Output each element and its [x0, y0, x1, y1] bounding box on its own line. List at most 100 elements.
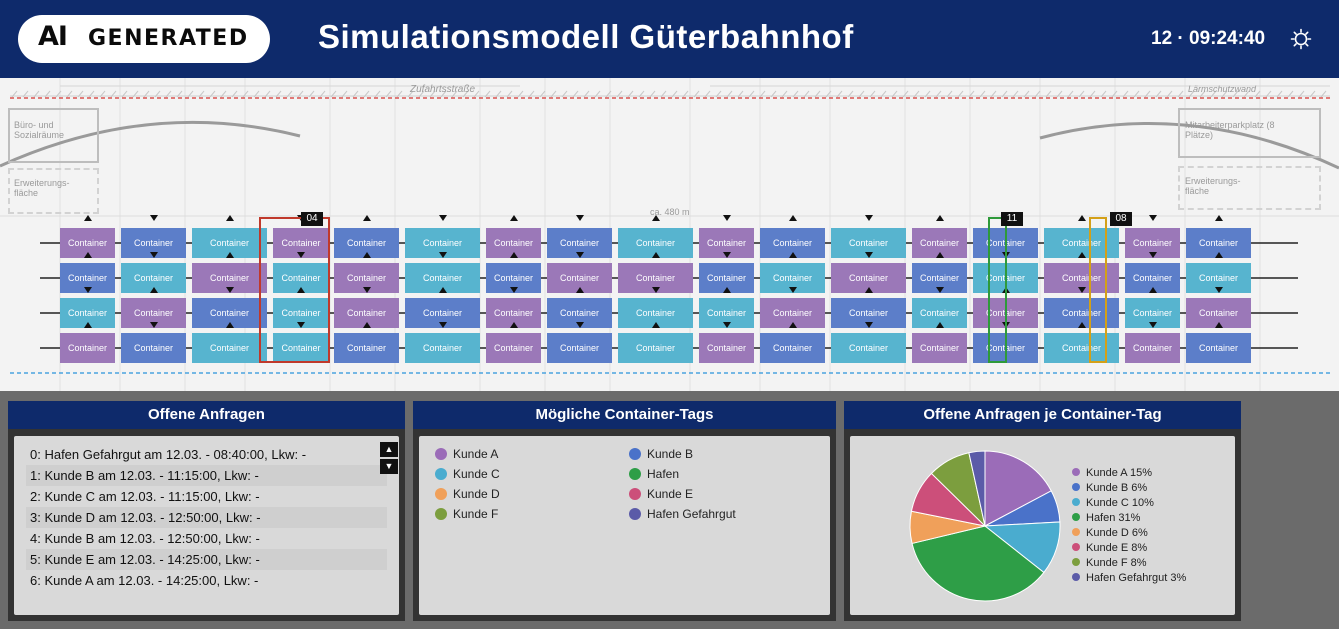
arrow-up-icon: [362, 322, 371, 328]
container[interactable]: Container: [618, 333, 693, 363]
tag-label: Hafen Gefahrgut: [647, 507, 736, 521]
arrow-down-icon: [362, 287, 371, 293]
parking-expansion-label: Erweiterungs-fläche: [1185, 176, 1241, 196]
tags-list: Kunde A Kunde B Kunde C Hafen Kunde D Kunde E…: [419, 436, 830, 615]
arrow-up-icon: [788, 215, 797, 221]
arrow-up-icon: [651, 252, 660, 258]
list-item[interactable]: 1: Kunde B am 12.03. - 11:15:00, Lkw: -: [26, 465, 387, 486]
container[interactable]: Container: [334, 333, 399, 363]
arrow-down-icon: [651, 287, 660, 293]
container[interactable]: Container: [831, 228, 906, 258]
arrow-up-icon: [362, 252, 371, 258]
pie-slice[interactable]: [984, 450, 1052, 527]
office-expansion-area: Erweiterungs-fläche: [8, 168, 99, 214]
container[interactable]: Container: [334, 228, 399, 258]
container[interactable]: Container: [405, 333, 480, 363]
arrow-up-icon: [149, 287, 158, 293]
pie-panel: Offene Anfragen je Container-Tag Kunde A…: [844, 401, 1241, 621]
logo: AI GENERATED: [18, 15, 270, 63]
container[interactable]: Container: [699, 333, 754, 363]
requests-title: Offene Anfragen: [8, 401, 405, 429]
legend-label: Kunde F 8%: [1086, 557, 1147, 569]
list-item[interactable]: 0: Hafen Gefahrgut am 12.03. - 08:40:00,…: [30, 447, 307, 462]
list-item[interactable]: 5: Kunde E am 12.03. - 14:25:00, Lkw: -: [26, 549, 387, 570]
pie-slice[interactable]: [968, 450, 986, 527]
arrow-down-icon: [1148, 215, 1157, 221]
list-item[interactable]: 4: Kunde B am 12.03. - 12:50:00, Lkw: -: [30, 531, 260, 546]
parking-label: Mitarbeiterparkplatz (8 Plätze): [1185, 120, 1275, 140]
arrow-down-icon: [575, 215, 584, 221]
list-item[interactable]: 3: Kunde D am 12.03. - 12:50:00, Lkw: -: [26, 507, 387, 528]
legend-color-dot: [1072, 468, 1080, 476]
scroll-down-button[interactable]: ▼: [380, 459, 398, 474]
tags-panel: Mögliche Container-Tags Kunde A Kunde B Ku…: [413, 401, 836, 621]
parking-expansion-area: Erweiterungs-fläche: [1178, 166, 1321, 210]
pie-slice[interactable]: [911, 525, 1045, 602]
container[interactable]: Container: [192, 263, 267, 293]
legend-label: Hafen Gefahrgut 3%: [1086, 572, 1187, 584]
container[interactable]: Container: [121, 333, 186, 363]
arrow-down-icon: [788, 287, 797, 293]
arrow-up-icon: [935, 252, 944, 258]
container[interactable]: Container: [60, 333, 115, 363]
tag-label: Kunde D: [453, 487, 500, 501]
container[interactable]: Container: [912, 333, 967, 363]
road-label: Zufahrtsstraße: [410, 84, 476, 95]
container[interactable]: Container: [121, 263, 186, 293]
arrow-down-icon: [149, 252, 158, 258]
crane-08[interactable]: [1089, 217, 1107, 363]
container[interactable]: Container: [273, 333, 329, 363]
container[interactable]: Container: [760, 298, 825, 328]
container[interactable]: Container: [1186, 333, 1251, 363]
arrow-up-icon: [1077, 215, 1086, 221]
crane-11-tag: 11: [1001, 212, 1023, 226]
crane-04[interactable]: [259, 217, 330, 363]
container[interactable]: Container: [192, 333, 267, 363]
scroll-up-button[interactable]: ▲: [380, 442, 398, 457]
list-item[interactable]: 2: Kunde C am 12.03. - 11:15:00, Lkw: -: [30, 489, 260, 504]
arrow-down-icon: [935, 287, 944, 293]
tag-label: Kunde C: [453, 467, 500, 481]
requests-panel: Offene Anfragen 0: Hafen Gefahrgut am 12…: [8, 401, 405, 621]
legend-item: Kunde C 10%: [1072, 496, 1154, 511]
legend-item: Hafen 31%: [1072, 511, 1140, 526]
tag-color-dot: [629, 468, 641, 480]
arrow-down-icon: [722, 215, 731, 221]
tag-item: Kunde F: [435, 506, 498, 522]
legend-label: Kunde A 15%: [1086, 467, 1153, 479]
container[interactable]: Container: [1186, 263, 1251, 293]
arrow-up-icon: [651, 322, 660, 328]
list-item[interactable]: 6: Kunde A am 12.03. - 14:25:00, Lkw: -: [30, 573, 259, 588]
simulation-clock: 12 · 09:24:40: [1151, 28, 1266, 49]
container[interactable]: Container: [1044, 333, 1119, 363]
container[interactable]: Container: [1125, 333, 1180, 363]
tags-title: Mögliche Container-Tags: [413, 401, 836, 429]
container[interactable]: Container: [831, 333, 906, 363]
legend-label: Kunde B 6%: [1086, 482, 1148, 494]
tag-item: Kunde D: [435, 486, 500, 502]
gear-icon[interactable]: [1290, 28, 1312, 50]
container[interactable]: Container: [273, 263, 329, 293]
tag-item: Kunde A: [435, 446, 498, 462]
legend-color-dot: [1072, 558, 1080, 566]
container[interactable]: Container: [486, 333, 541, 363]
tag-item: Kunde B: [629, 446, 693, 462]
office-area: Büro- und Sozialräume: [8, 108, 99, 163]
container[interactable]: Container: [273, 228, 329, 258]
legend-item: Kunde E 8%: [1072, 541, 1147, 556]
tag-label: Kunde F: [453, 507, 499, 521]
container[interactable]: Container: [618, 228, 693, 258]
arrow-down-icon: [575, 322, 584, 328]
arrow-down-icon: [864, 215, 873, 221]
arrow-up-icon: [438, 287, 447, 293]
legend-color-dot: [1072, 498, 1080, 506]
arrow-up-icon: [509, 215, 518, 221]
arrow-down-icon: [1077, 287, 1086, 293]
arrow-up-icon: [722, 287, 731, 293]
legend-item: Kunde D 6%: [1072, 526, 1148, 541]
container[interactable]: Container: [547, 333, 612, 363]
crane-11[interactable]: [988, 217, 1007, 363]
container[interactable]: Container: [760, 333, 825, 363]
legend-item: Kunde F 8%: [1072, 556, 1147, 571]
tag-label: Kunde E: [647, 487, 694, 501]
